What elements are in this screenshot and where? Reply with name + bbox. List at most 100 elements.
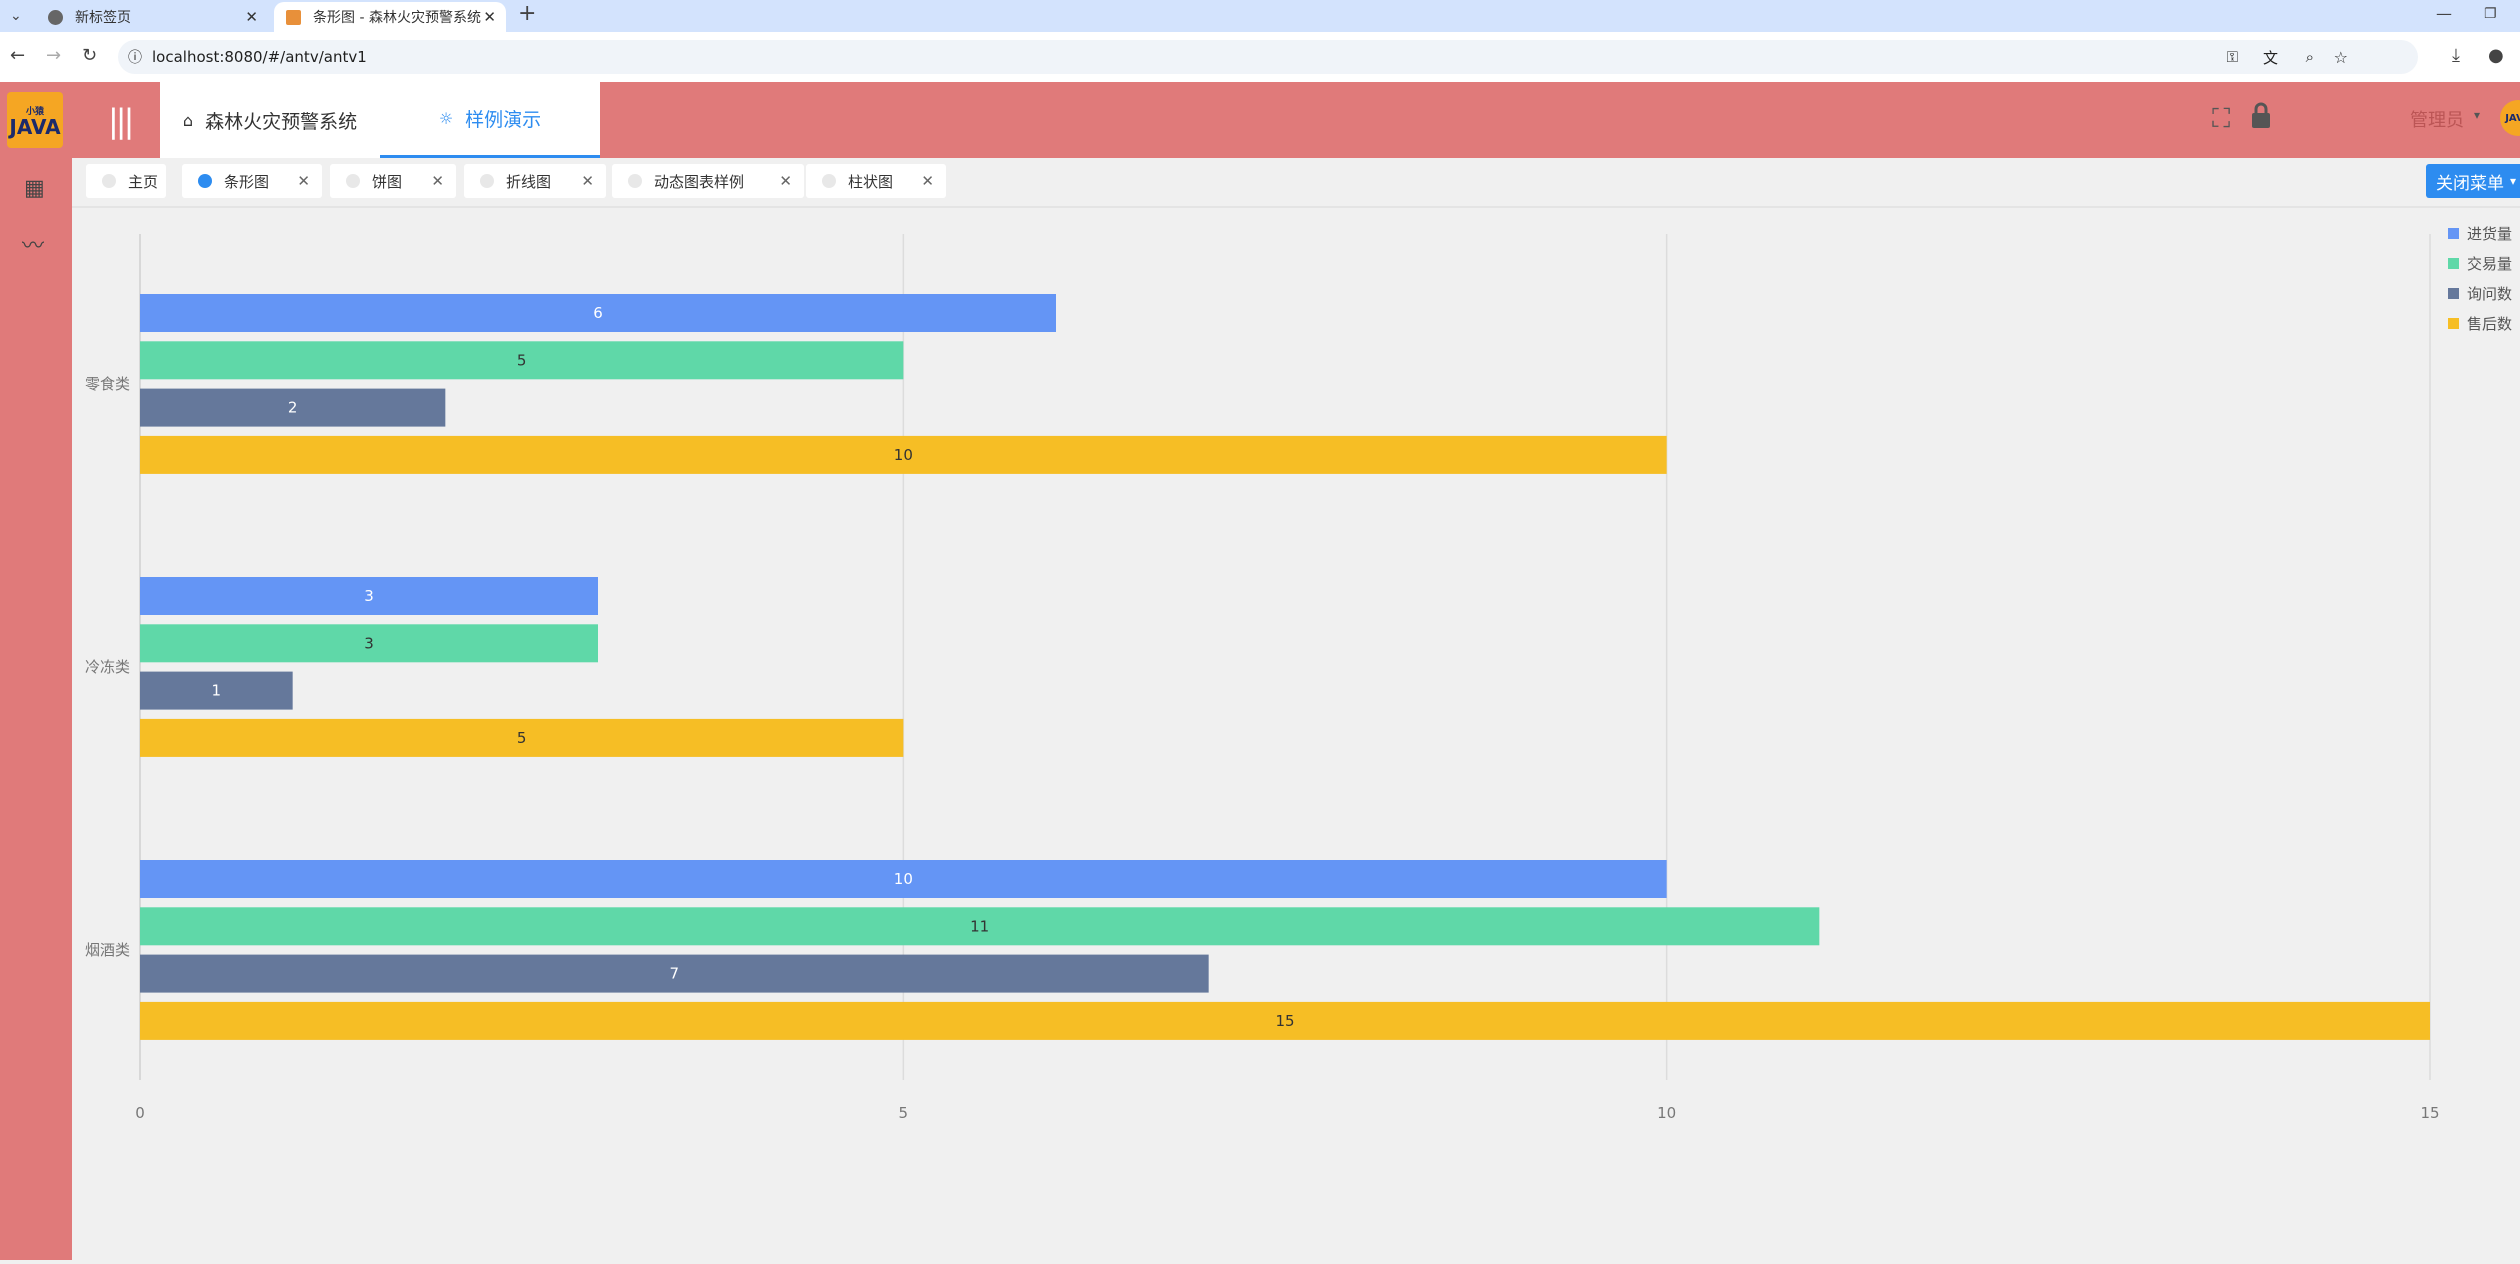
bar [140, 718, 904, 757]
user-menu[interactable]: 管理员 [2410, 110, 2464, 131]
bar [140, 671, 293, 710]
bar [140, 435, 1667, 474]
password-key-icon[interactable]: ⚿ [2226, 48, 2238, 66]
close-icon[interactable]: ✕ [431, 172, 444, 190]
tab-status-dot [822, 174, 836, 188]
browser-toolbar: ← → ↻ ⓘ localhost:8080/#/antv/antv1 ⚿ 文 … [0, 32, 2520, 82]
restore-icon[interactable]: ❐ [2484, 6, 2497, 22]
tab-status-dot [346, 174, 360, 188]
bar-data-label: 10 [894, 446, 913, 464]
translate-icon[interactable]: 文 [2262, 48, 2278, 67]
header-tab-home[interactable]: ⌂ 森林火灾预警系统 [160, 82, 380, 158]
legend-entry: 询问数 [2467, 285, 2512, 303]
page-tab-dynamic-chart[interactable]: 动态图表样例 ✕ [612, 164, 804, 198]
bar-chart-area: 0 5 10 15 6 5 2 10 零食类 3 3 1 5 冷冻类 10 11 7 15 烟酒类 进货量 交易量 询问数… [72, 210, 2520, 1260]
page-tab-pie-chart[interactable]: 饼图 ✕ [330, 164, 456, 198]
logo-small-text: 小猿 [25, 106, 44, 117]
x-tick-label: 15 [2420, 1104, 2439, 1122]
browser-tab-strip: ⌄ 新标签页 ✕ 条形图 - 森林火灾预警系统 ✕ + — ❐ [0, 0, 2520, 32]
close-icon[interactable]: ✕ [581, 172, 594, 190]
browser-tab-label: 新标签页 [75, 10, 131, 26]
legend-marker [2448, 228, 2459, 239]
zoom-icon[interactable]: ⌕ [2305, 48, 2314, 66]
category-label: 冷冻类 [85, 658, 130, 676]
bar [140, 294, 1056, 332]
bar-data-label: 5 [517, 351, 527, 369]
header-tab-demo[interactable]: ☼ 样例演示 [380, 82, 600, 158]
lock-icon[interactable] [2250, 102, 2272, 128]
tab-status-dot [480, 174, 494, 188]
bar-chart: 0 5 10 1565210零食类3315冷冻类1011715烟酒类进货量交易量询问数… [85, 225, 2512, 1122]
header-tab-label: 森林火灾预警系统 [205, 110, 358, 133]
browser-tab-new[interactable]: 新标签页 ✕ [36, 2, 268, 32]
bookmark-star-icon[interactable]: ☆ [2333, 47, 2348, 67]
bar [140, 907, 1820, 946]
bar-data-label: 6 [593, 304, 603, 322]
legend-marker [2448, 318, 2459, 329]
bar-data-label: 1 [212, 682, 222, 700]
page-tab-label: 动态图表样例 [654, 172, 745, 191]
close-icon[interactable]: ✕ [483, 8, 496, 26]
bar-data-label: 2 [288, 399, 298, 417]
download-icon[interactable]: ⤓ [2452, 45, 2460, 66]
x-tick-label: 0 [135, 1104, 145, 1122]
logo-text: JAVA [9, 114, 61, 139]
chrome-icon [48, 9, 63, 25]
close-icon[interactable]: ✕ [921, 172, 934, 190]
page-tab-home[interactable]: 主页 [86, 164, 166, 198]
page-tab-bar-chart[interactable]: 条形图 ✕ [182, 164, 322, 198]
menu-toggle-icon[interactable]: ||| [108, 102, 134, 140]
bar [140, 388, 446, 427]
address-bar[interactable]: ⓘ localhost:8080/#/antv/antv1 ⚿ 文 ⌕ ☆ [118, 40, 2418, 74]
app-logo: 小猿 JAVA [7, 92, 63, 148]
browser-tab-label: 条形图 - 森林火灾预警系统 [313, 10, 481, 26]
app-header: ||| ⌂ 森林火灾预警系统 ☼ 样例演示 ⛶ 管理员 ▾ JAVA [72, 82, 2520, 158]
page-tab-label: 饼图 [372, 172, 403, 191]
bar-data-label: 10 [894, 870, 913, 888]
header-tab-label: 样例演示 [465, 109, 542, 131]
site-info-icon[interactable]: ⓘ [128, 50, 142, 66]
bar-data-label: 7 [670, 965, 680, 983]
page-tab-label: 折线图 [506, 172, 552, 191]
page-tab-line-chart[interactable]: 折线图 ✕ [464, 164, 606, 198]
avatar[interactable]: JAVA [2500, 100, 2520, 136]
back-icon[interactable]: ← [10, 45, 26, 66]
close-icon[interactable]: ✕ [779, 172, 792, 190]
bar-data-label: 15 [1275, 1012, 1294, 1030]
pulse-icon[interactable]: 〰 [22, 234, 45, 259]
minimize-icon[interactable]: — [2436, 4, 2452, 23]
browser-tab-active[interactable]: 条形图 - 森林火灾预警系统 ✕ [274, 2, 506, 32]
page-tab-label: 条形图 [224, 172, 270, 191]
close-icon[interactable]: ✕ [297, 172, 310, 190]
page-tab-column-chart[interactable]: 柱状图 ✕ [806, 164, 946, 198]
legend-marker [2448, 288, 2459, 299]
page-tab-label: 柱状图 [848, 172, 894, 191]
home-icon: ⌂ [182, 110, 194, 130]
fullscreen-icon[interactable]: ⛶ [2212, 104, 2231, 134]
bar-data-label: 5 [517, 729, 527, 747]
tab-search-icon[interactable]: ⌄ [10, 8, 22, 24]
chevron-down-icon: ▾ [2510, 174, 2517, 188]
bar-data-label: 3 [364, 587, 374, 605]
legend-marker [2448, 258, 2459, 269]
category-label: 烟酒类 [85, 941, 130, 959]
bar [140, 1001, 2430, 1040]
tab-status-dot [628, 174, 642, 188]
category-label: 零食类 [85, 375, 130, 393]
new-tab-icon[interactable]: + [518, 1, 537, 26]
forward-icon[interactable]: → [46, 45, 62, 66]
bar [140, 341, 904, 380]
bar [140, 860, 1667, 898]
apps-grid-icon[interactable]: ▦ [24, 176, 45, 201]
legend-entry: 交易量 [2467, 255, 2512, 273]
x-tick-label: 10 [1657, 1104, 1676, 1122]
tab-status-dot [102, 174, 116, 188]
x-tick-label: 5 [899, 1104, 909, 1122]
close-icon[interactable]: ✕ [245, 8, 258, 26]
chevron-down-icon[interactable]: ▾ [2474, 108, 2481, 122]
url-text: localhost:8080/#/antv/antv1 [152, 48, 367, 66]
bar-data-label: 11 [970, 917, 989, 935]
reload-icon[interactable]: ↻ [82, 45, 98, 66]
profile-icon[interactable]: ● [2488, 45, 2504, 66]
close-menu-button[interactable]: 关闭菜单 ▾ [2426, 164, 2520, 198]
